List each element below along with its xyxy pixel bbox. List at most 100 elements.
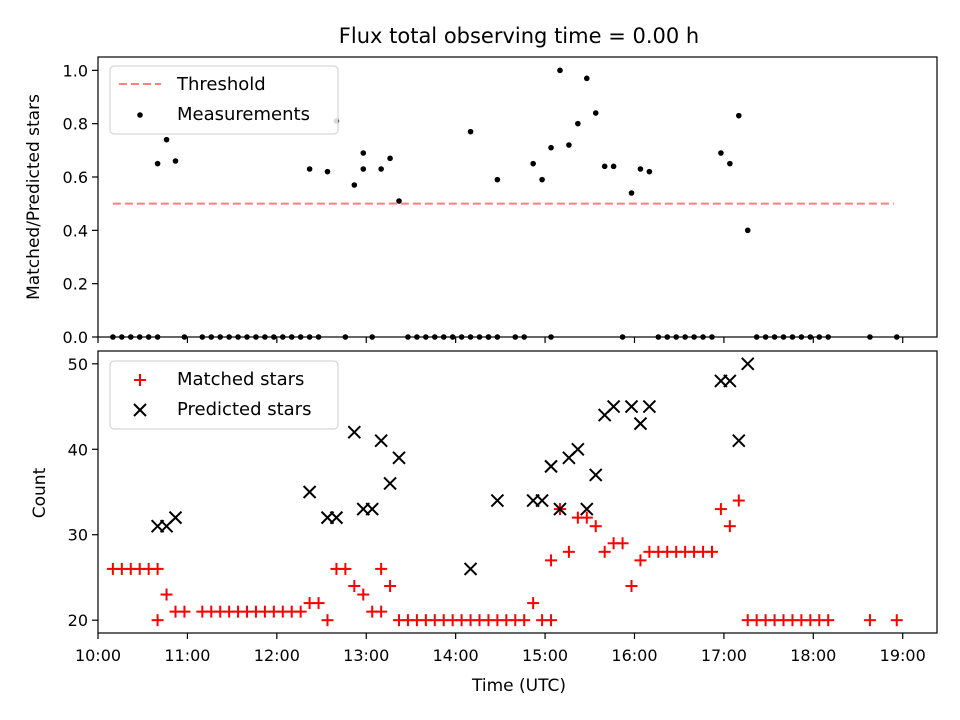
- predicted-star-marker: [347, 425, 362, 439]
- x-tick-label: 10:00: [75, 646, 121, 665]
- predicted-marker-b: [463, 562, 478, 576]
- matched-star-marker: [384, 580, 397, 592]
- predicted-star-marker: [365, 502, 379, 516]
- measurement-point: [548, 144, 554, 151]
- measurement-point: [539, 176, 545, 183]
- predicted-marker-b: [589, 468, 603, 482]
- measurement-point: [575, 120, 581, 127]
- bottom-y-tick-label: 50: [68, 355, 88, 374]
- predicted-marker-b: [741, 357, 755, 371]
- predicted-star-marker: [383, 476, 397, 491]
- measurement-point: [744, 227, 751, 234]
- measurement-point: [557, 67, 563, 74]
- predicted-star-marker: [544, 459, 558, 474]
- predicted-star-marker: [606, 399, 621, 414]
- matched-star-marker: [714, 503, 727, 516]
- matched-star-marker: [518, 614, 531, 627]
- matched-star-marker: [178, 605, 191, 618]
- predicted-star-marker: [553, 502, 567, 516]
- bottom-legend: Matched stars Predicted stars: [109, 360, 339, 430]
- predicted-star-marker: [589, 468, 603, 482]
- predicted-star-marker: [374, 434, 388, 448]
- measurement-point: [566, 142, 572, 148]
- top-legend: Threshold Measurements: [109, 65, 339, 135]
- predicted-marker-b: [347, 425, 362, 439]
- matched-star-marker: [545, 614, 558, 627]
- predicted-marker-b: [732, 434, 746, 448]
- measurement-point: [718, 150, 724, 156]
- measurement-point: [592, 110, 599, 116]
- measurement-point: [530, 160, 536, 167]
- measurement-point: [727, 160, 733, 167]
- matched-star-marker: [375, 562, 388, 575]
- predicted-marker-b: [329, 510, 344, 525]
- top-y-tick-label: 0.6: [63, 168, 88, 187]
- bottom-legend-box: [109, 360, 339, 430]
- predicted-marker-b: [544, 459, 558, 474]
- measurement-point: [360, 166, 367, 172]
- x-tick-label: 13:00: [343, 646, 389, 665]
- measurement-point: [628, 190, 635, 196]
- x-tick-label: 14:00: [433, 646, 479, 665]
- predicted-star-marker: [302, 485, 317, 499]
- predicted-marker-b: [168, 510, 183, 525]
- predicted-marker-b: [580, 502, 594, 516]
- predicted-marker-b: [624, 399, 639, 414]
- top-y-ticks: 0.0 0.2 0.4 0.6 0.8 1.0: [63, 61, 98, 347]
- x-axis-label: Time (UTC): [471, 676, 566, 696]
- matched-star-marker: [527, 597, 540, 610]
- predicted-star-marker: [329, 510, 344, 525]
- predicted-marker-b: [642, 399, 657, 414]
- predicted-marker-b: [633, 416, 648, 431]
- predicted-marker-b: [392, 451, 406, 465]
- measurements-legend-swatch: [137, 112, 143, 118]
- predicted-marker-b: [302, 485, 317, 499]
- matched-star-marker: [598, 545, 611, 558]
- predicted-star-marker: [571, 442, 585, 456]
- x-tick-label: 12:00: [254, 646, 300, 665]
- measurement-point: [583, 75, 590, 82]
- predicted-marker-b: [535, 493, 549, 508]
- measurement-point: [601, 163, 608, 170]
- predicted-star-marker: [624, 399, 639, 414]
- predicted-marker-b: [723, 374, 737, 388]
- matched-star-marker: [589, 520, 602, 533]
- top-y-tick-label: 0.8: [63, 115, 88, 134]
- predicted-marker-b: [606, 399, 621, 414]
- measurements-legend-label: Measurements: [177, 104, 310, 125]
- measurement-point: [163, 136, 170, 143]
- matched-star-marker: [634, 554, 647, 567]
- predicted-star-marker: [741, 357, 755, 371]
- matched-star-marker: [625, 580, 638, 592]
- predicted-star-marker: [168, 510, 183, 525]
- predicted-star-marker: [463, 562, 478, 576]
- matched-star-marker: [348, 580, 361, 592]
- measurement-point: [387, 155, 393, 162]
- predicted-marker-b: [490, 493, 505, 508]
- predicted-star-marker: [392, 451, 406, 465]
- bottom-x-ticks: 10:00 11:00 12:00 13:00 14:00 15:00 16:00 17:00…: [75, 633, 926, 665]
- measurement-point: [351, 182, 358, 188]
- measurement-point: [378, 166, 384, 172]
- bottom-y-tick-label: 20: [68, 611, 88, 630]
- chart-title: Flux total observing time = 0.00 h: [339, 24, 699, 48]
- matched-star-marker: [545, 554, 558, 567]
- matched-legend-label: Matched stars: [177, 369, 304, 390]
- bottom-y-ticks: 20 30 40 50: [68, 355, 98, 630]
- matched-star-marker: [705, 545, 718, 558]
- measurement-point: [396, 198, 402, 204]
- threshold-legend-label: Threshold: [176, 74, 266, 95]
- predicted-legend-label: Predicted stars: [177, 399, 311, 420]
- bottom-y-axis-label: Count: [30, 467, 50, 518]
- matched-star-marker: [151, 562, 164, 575]
- matched-star-marker: [312, 597, 325, 610]
- measurement-point: [360, 150, 367, 156]
- measurement-point: [306, 166, 313, 172]
- matched-star-marker: [339, 562, 352, 575]
- measurement-point: [154, 160, 161, 167]
- predicted-star-marker: [490, 493, 505, 508]
- predicted-star-marker: [723, 374, 737, 388]
- top-y-axis-label: Matched/Predicted stars: [24, 94, 44, 300]
